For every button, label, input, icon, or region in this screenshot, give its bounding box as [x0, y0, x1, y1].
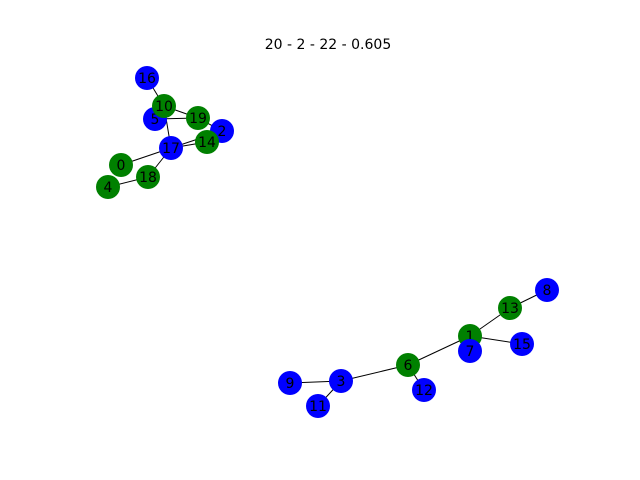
node-label-11: 11 [309, 399, 327, 415]
node-8: 8 [535, 278, 559, 302]
node-circle-11 [306, 394, 330, 418]
node-label-12: 12 [415, 383, 433, 399]
node-label-10: 10 [155, 99, 173, 115]
node-0: 0 [109, 153, 133, 177]
node-circle-10 [152, 94, 176, 118]
node-label-18: 18 [139, 170, 157, 186]
node-circle-4 [96, 175, 120, 199]
node-circle-19 [186, 106, 210, 130]
node-label-14: 14 [198, 135, 216, 151]
node-label-2: 2 [218, 124, 227, 140]
node-label-19: 19 [189, 111, 207, 127]
node-label-6: 6 [404, 358, 413, 374]
node-17: 17 [159, 136, 183, 160]
node-15: 15 [510, 332, 534, 356]
node-label-13: 13 [501, 301, 519, 317]
node-circle-14 [195, 130, 219, 154]
node-label-16: 16 [138, 71, 156, 87]
node-12: 12 [412, 378, 436, 402]
node-13: 13 [498, 296, 522, 320]
node-circle-3 [329, 369, 353, 393]
node-circle-12 [412, 378, 436, 402]
node-label-0: 0 [117, 158, 126, 174]
node-circle-13 [498, 296, 522, 320]
node-circle-9 [278, 371, 302, 395]
node-circle-17 [159, 136, 183, 160]
node-7: 7 [458, 339, 482, 363]
node-10: 10 [152, 94, 176, 118]
node-label-17: 17 [162, 141, 180, 157]
node-circle-7 [458, 339, 482, 363]
node-circle-0 [109, 153, 133, 177]
node-label-15: 15 [513, 337, 531, 353]
node-circle-15 [510, 332, 534, 356]
node-label-1: 1 [466, 329, 475, 345]
node-4: 4 [96, 175, 120, 199]
node-circle-6 [396, 353, 420, 377]
node-label-3: 3 [337, 374, 346, 390]
node-label-4: 4 [104, 180, 113, 196]
node-19: 19 [186, 106, 210, 130]
node-label-5: 5 [151, 112, 160, 128]
node-circle-18 [136, 165, 160, 189]
node-label-9: 9 [286, 376, 295, 392]
node-6: 6 [396, 353, 420, 377]
node-label-8: 8 [543, 283, 552, 299]
node-label-7: 7 [466, 344, 475, 360]
node-3: 3 [329, 369, 353, 393]
node-16: 16 [135, 66, 159, 90]
node-18: 18 [136, 165, 160, 189]
node-9: 9 [278, 371, 302, 395]
node-14: 14 [195, 130, 219, 154]
node-circle-16 [135, 66, 159, 90]
node-11: 11 [306, 394, 330, 418]
graph-title: 20 - 2 - 22 - 0.605 [265, 37, 391, 53]
node-circle-8 [535, 278, 559, 302]
